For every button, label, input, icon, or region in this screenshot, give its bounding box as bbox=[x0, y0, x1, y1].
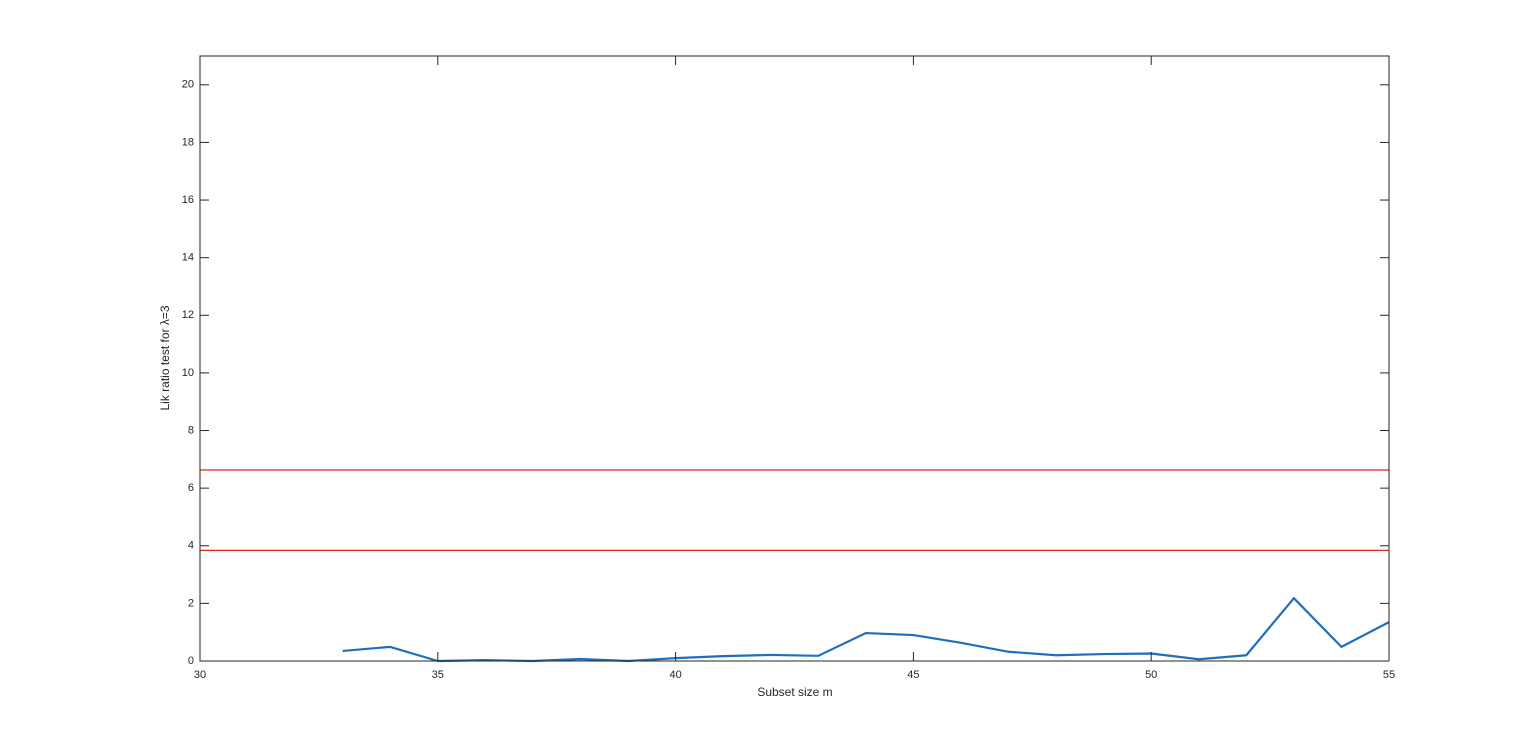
x-tick-label: 50 bbox=[1145, 669, 1157, 681]
y-tick-label: 12 bbox=[182, 309, 194, 321]
x-tick-label: 30 bbox=[194, 669, 206, 681]
y-tick-label: 18 bbox=[182, 136, 194, 148]
y-tick-label: 4 bbox=[188, 540, 194, 552]
y-tick-label: 0 bbox=[188, 655, 194, 667]
y-tick-label: 10 bbox=[182, 367, 194, 379]
y-tick-label: 20 bbox=[182, 79, 194, 91]
y-axis-label: Lik ratio test for λ=3 bbox=[158, 305, 172, 410]
y-tick-label: 16 bbox=[182, 194, 194, 206]
x-tick-label: 40 bbox=[669, 669, 681, 681]
data-line bbox=[342, 597, 1390, 663]
y-tick-label: 14 bbox=[182, 252, 194, 264]
y-tick-label: 2 bbox=[188, 597, 194, 609]
x-tick-label: 45 bbox=[907, 669, 919, 681]
x-axis-label: Subset size m bbox=[757, 685, 832, 699]
axes-box bbox=[199, 55, 1390, 662]
x-tick-label: 55 bbox=[1383, 669, 1395, 681]
x-tick-label: 35 bbox=[432, 669, 444, 681]
y-tick-label: 8 bbox=[188, 424, 194, 436]
y-tick-label: 6 bbox=[188, 482, 194, 494]
